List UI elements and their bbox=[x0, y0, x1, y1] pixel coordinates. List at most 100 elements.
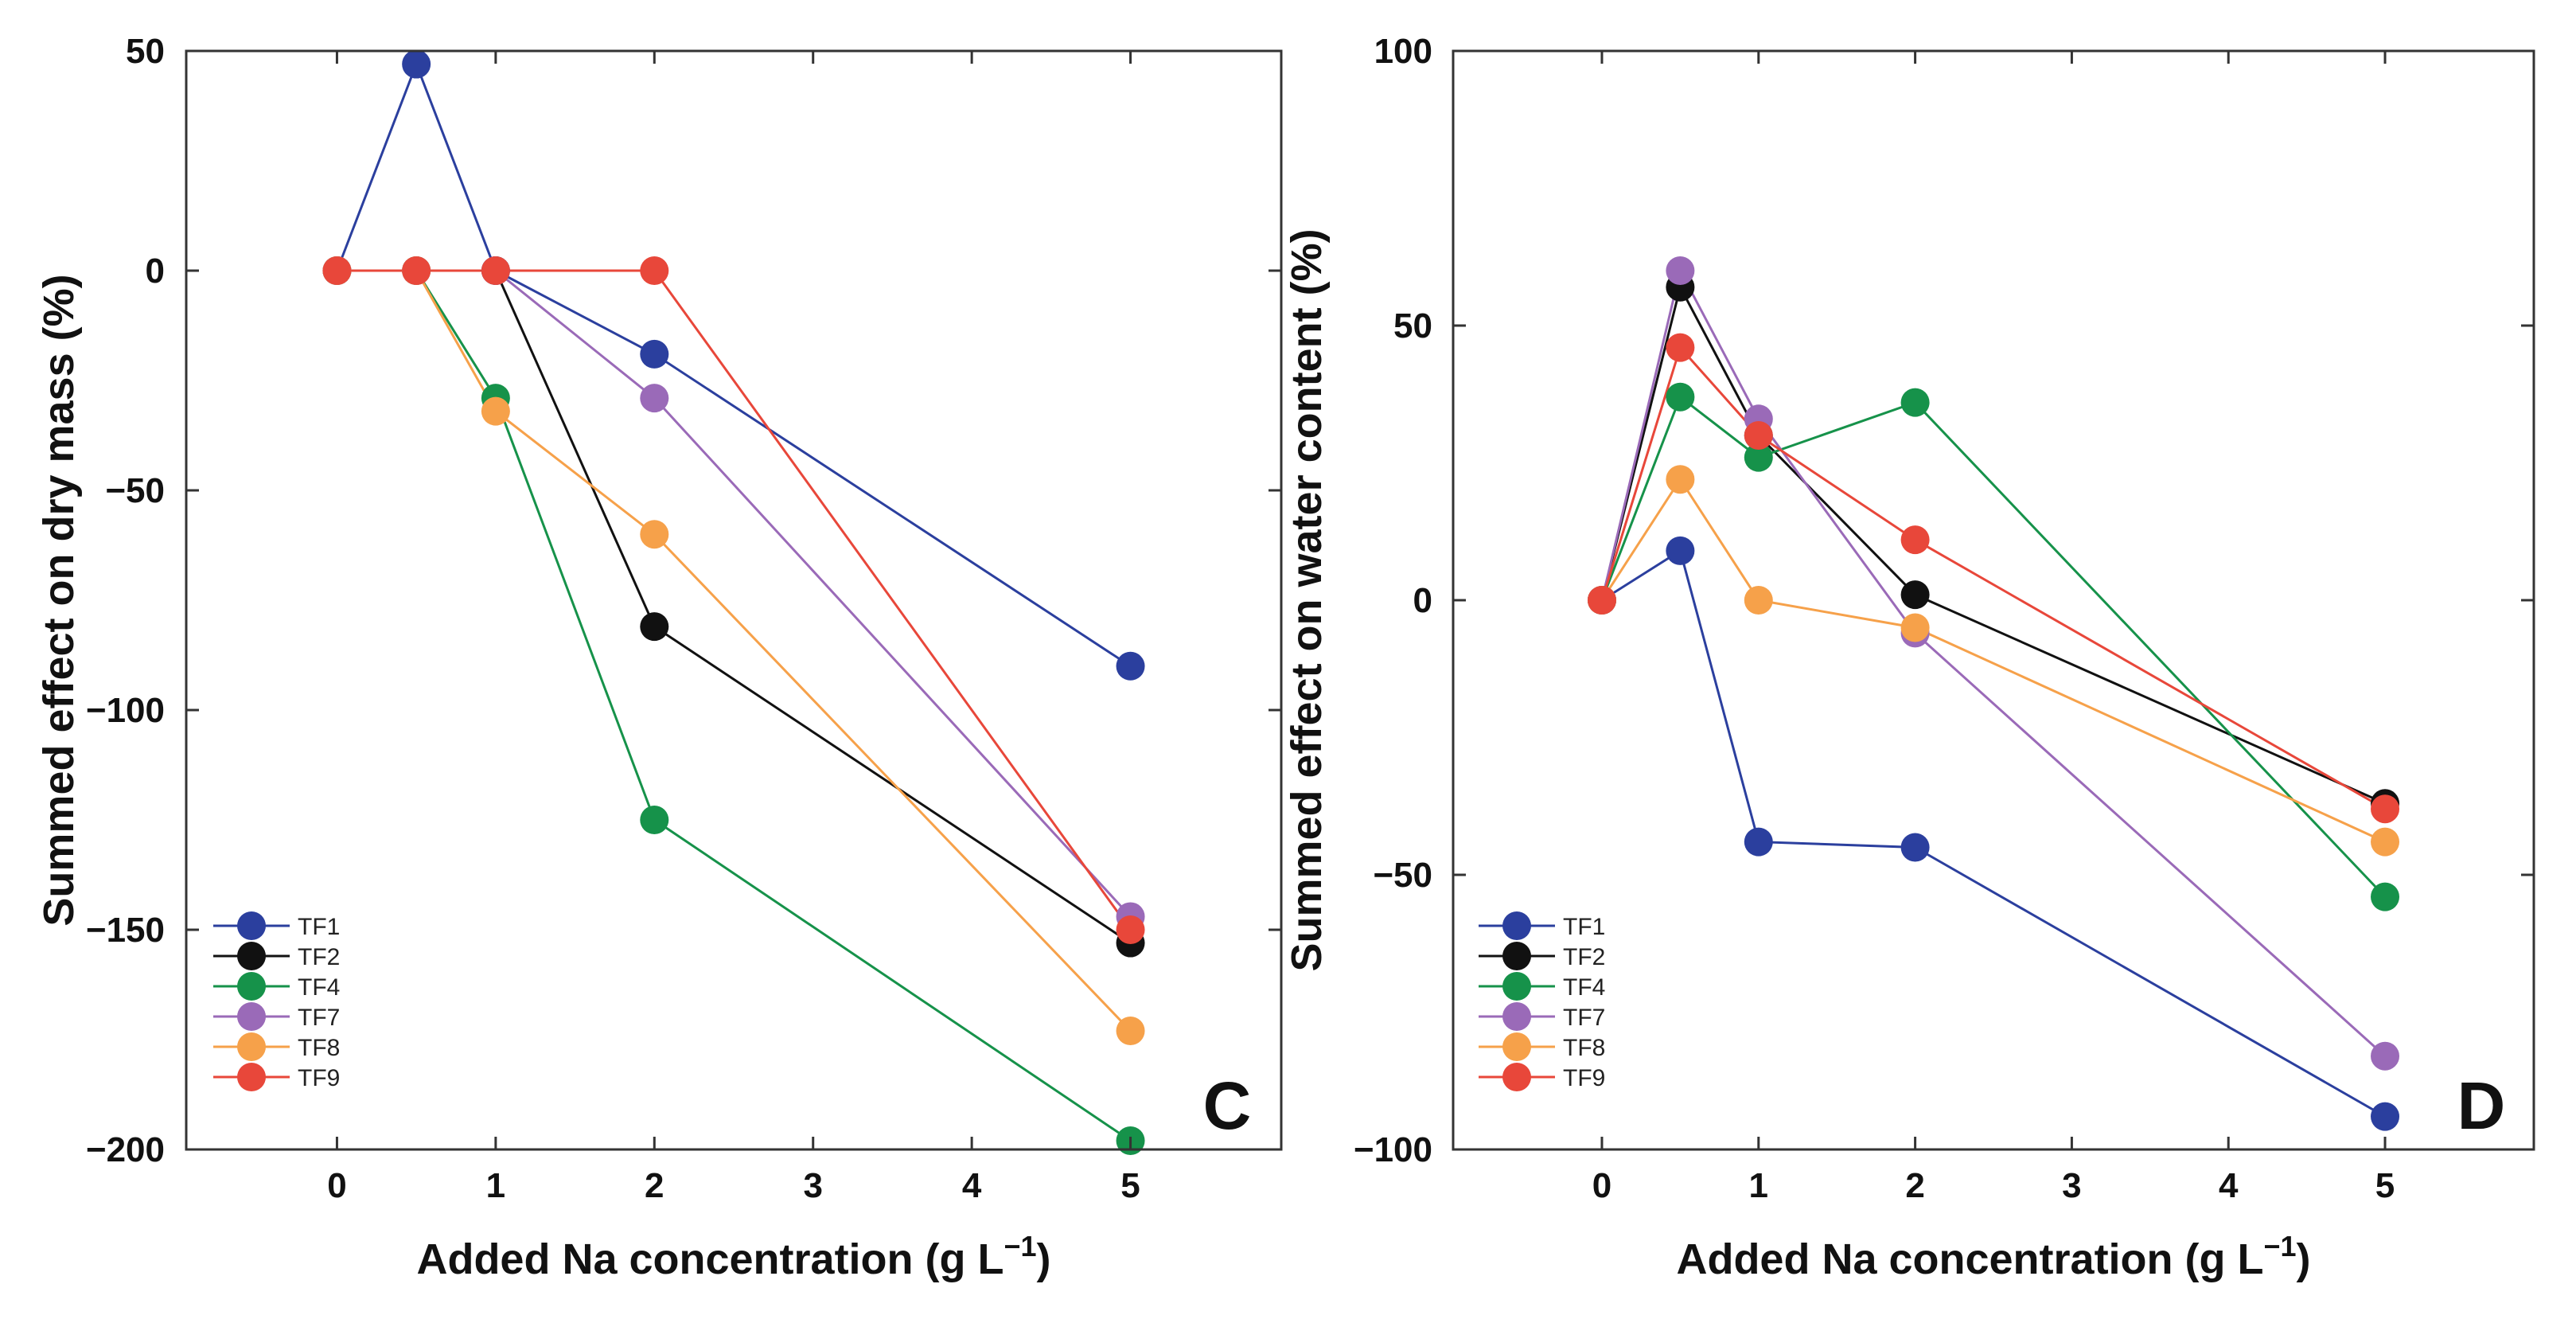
dry-mass-point-tf4 bbox=[640, 806, 669, 834]
dry-mass-point-tf1 bbox=[1116, 651, 1145, 681]
dry-mass-legend-label-tf9: TF9 bbox=[298, 1065, 340, 1091]
dry-mass-series-line-tf7 bbox=[337, 269, 1132, 918]
dry-mass-legend-label-tf4: TF4 bbox=[298, 974, 340, 1001]
water-content-series-line-tf9 bbox=[1600, 345, 2386, 810]
dry-mass-x-axis-title: Added Na concentration (g L−1) bbox=[416, 1230, 1050, 1283]
water-content-legend-label-tf4: TF4 bbox=[1563, 974, 1605, 1001]
dry-mass-legend-marker-tf9 bbox=[237, 1063, 266, 1091]
water-content-legend-label-tf7: TF7 bbox=[1563, 1005, 1605, 1031]
water-content-x-axis-title: Added Na concentration (g L−1) bbox=[1676, 1230, 2310, 1283]
water-content-y-tick-label: 50 bbox=[1393, 306, 1432, 345]
water-content-point-tf7 bbox=[2371, 1041, 2400, 1071]
dry-mass-series-line-tf2 bbox=[337, 269, 1132, 944]
water-content-y-tick-label: −50 bbox=[1373, 856, 1432, 895]
water-content-series-layer bbox=[1587, 256, 2400, 1131]
water-content-point-tf9 bbox=[2371, 794, 2400, 824]
water-content-legend-label-tf8: TF8 bbox=[1563, 1035, 1605, 1061]
water-content-point-tf4 bbox=[2371, 882, 2400, 911]
dry-mass-point-tf9 bbox=[640, 256, 669, 285]
dry-mass-series-layer bbox=[322, 49, 1145, 1155]
water-content-x-tick-label: 2 bbox=[1905, 1166, 1924, 1205]
dry-mass-legend-marker-tf7 bbox=[237, 1002, 266, 1031]
dry-mass-legend: TF1 TF2 TF4 TF7 TF8 TF9 bbox=[213, 911, 340, 1091]
water-content-point-tf2 bbox=[1900, 580, 1930, 610]
dry-mass-series-line-tf4 bbox=[337, 269, 1132, 1142]
dry-mass-x-tick-label: 3 bbox=[803, 1166, 822, 1205]
dry-mass-x-tick-label: 2 bbox=[645, 1166, 664, 1205]
dry-mass-point-tf9 bbox=[1116, 915, 1145, 944]
dry-mass-point-tf9 bbox=[402, 256, 431, 285]
dry-mass-point-tf7 bbox=[640, 384, 669, 413]
water-content-x-tick-label: 1 bbox=[1749, 1166, 1768, 1205]
water-content-point-tf1 bbox=[1666, 536, 1695, 565]
panel-label-d: D bbox=[2457, 1068, 2506, 1143]
water-content-point-tf8 bbox=[2371, 827, 2400, 857]
water-content-point-tf4 bbox=[1666, 382, 1695, 412]
dry-mass-series-line-tf8 bbox=[337, 269, 1132, 1032]
dry-mass-legend-marker-tf2 bbox=[237, 942, 266, 970]
water-content-point-tf1 bbox=[1900, 833, 1930, 862]
water-content-legend-marker-tf9 bbox=[1502, 1063, 1531, 1091]
water-content-axis-ticks: 0 1 2 3 4 5 100 50 0 −50 −100 bbox=[1354, 32, 2534, 1205]
dry-mass-legend-marker-tf4 bbox=[237, 972, 266, 1001]
water-content-series-line-tf2 bbox=[1600, 283, 2386, 805]
water-content-point-tf9 bbox=[1666, 333, 1695, 362]
water-content-legend-marker-tf8 bbox=[1502, 1032, 1531, 1061]
water-content-legend-marker-tf1 bbox=[1502, 911, 1531, 940]
water-content-legend-marker-tf4 bbox=[1502, 972, 1531, 1001]
dry-mass-y-tick-label: 0 bbox=[146, 252, 165, 291]
dry-mass-x-tick-label: 5 bbox=[1120, 1166, 1140, 1205]
panel-label-c: C bbox=[1203, 1068, 1252, 1143]
water-content-x-tick-label: 3 bbox=[2062, 1166, 2081, 1205]
dry-mass-series-line-tf1 bbox=[336, 60, 1132, 668]
water-content-point-tf7 bbox=[1666, 256, 1695, 285]
water-content-y-tick-label: 0 bbox=[1413, 581, 1432, 620]
water-content-x-tick-label: 4 bbox=[2219, 1166, 2239, 1205]
water-content-point-tf1 bbox=[1744, 827, 1773, 857]
water-content-point-tf4 bbox=[1900, 388, 1930, 417]
water-content-y-axis-title: Summed effect on water content (%) bbox=[1283, 228, 1331, 971]
water-content-y-tick-label: 100 bbox=[1374, 32, 1432, 71]
dry-mass-plot-frame bbox=[185, 49, 1283, 1151]
water-content-point-tf8 bbox=[1900, 613, 1930, 642]
dry-mass-y-tick-label: −100 bbox=[86, 691, 165, 730]
dry-mass-x-tick-label: 1 bbox=[486, 1166, 505, 1205]
water-content-series-line-tf4 bbox=[1600, 395, 2387, 898]
water-content-legend: TF1 TF2 TF4 TF7 TF8 TF9 bbox=[1479, 911, 1605, 1091]
water-content-point-tf9 bbox=[1900, 525, 1930, 555]
water-content-x-tick-label: 5 bbox=[2375, 1166, 2395, 1205]
water-content-legend-label-tf2: TF2 bbox=[1563, 944, 1605, 970]
dry-mass-point-tf8 bbox=[640, 520, 669, 549]
dry-mass-point-tf8 bbox=[481, 396, 510, 426]
dry-mass-legend-label-tf8: TF8 bbox=[298, 1035, 340, 1061]
dry-mass-axis-ticks: 0 1 2 3 4 5 50 0 −50 −100 −150 −200 bbox=[86, 32, 1281, 1205]
water-content-y-tick-label: −100 bbox=[1354, 1130, 1432, 1169]
water-content-point-tf4 bbox=[1744, 443, 1773, 472]
water-content-legend-marker-tf2 bbox=[1502, 942, 1531, 970]
water-content-point-tf9 bbox=[1744, 421, 1773, 450]
panel-dry-mass: TF1 TF2 TF4 TF7 TF8 TF9 0 1 2 3 4 5 50 0 −50 −100 −150 −… bbox=[35, 32, 1283, 1283]
water-content-legend-marker-tf7 bbox=[1502, 1002, 1531, 1031]
dry-mass-legend-marker-tf8 bbox=[237, 1032, 266, 1061]
water-content-legend-label-tf9: TF9 bbox=[1563, 1065, 1605, 1091]
dry-mass-legend-label-tf1: TF1 bbox=[298, 914, 340, 940]
dry-mass-point-tf9 bbox=[322, 256, 352, 285]
dry-mass-point-tf9 bbox=[481, 256, 510, 285]
dry-mass-y-axis-title: Summed effect on dry mass (%) bbox=[35, 274, 83, 926]
water-content-point-tf9 bbox=[1587, 586, 1616, 615]
water-content-point-tf8 bbox=[1666, 465, 1695, 494]
water-content-legend-label-tf1: TF1 bbox=[1563, 914, 1605, 940]
dry-mass-legend-label-tf7: TF7 bbox=[298, 1005, 340, 1031]
dry-mass-point-tf1 bbox=[640, 339, 669, 369]
dry-mass-y-tick-label: 50 bbox=[126, 32, 165, 71]
dry-mass-point-tf1 bbox=[402, 49, 431, 79]
water-content-point-tf1 bbox=[2371, 1102, 2400, 1131]
dry-mass-legend-marker-tf1 bbox=[237, 911, 266, 940]
water-content-x-tick-label: 0 bbox=[1592, 1166, 1611, 1205]
dry-mass-y-tick-label: −200 bbox=[86, 1130, 165, 1169]
dry-mass-x-tick-label: 0 bbox=[327, 1166, 346, 1205]
dry-mass-y-tick-label: −50 bbox=[105, 471, 165, 510]
dry-mass-x-tick-label: 4 bbox=[962, 1166, 982, 1205]
water-content-point-tf8 bbox=[1744, 586, 1773, 615]
